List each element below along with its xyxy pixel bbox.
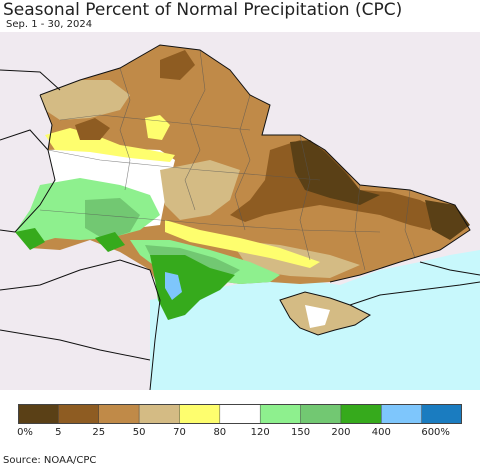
legend-colorbar xyxy=(18,404,462,424)
region-darkgreen-southwest xyxy=(15,228,45,250)
legend-frame xyxy=(18,404,462,424)
legend-swatch xyxy=(179,404,221,424)
region-dark-west xyxy=(75,118,110,140)
legend-swatch xyxy=(58,404,100,424)
legend-label: 600% xyxy=(421,427,450,438)
legend-label: 400 xyxy=(371,427,391,438)
region-darkest-northeast xyxy=(290,140,380,205)
region-darkest-east xyxy=(425,200,470,240)
region-dark-north xyxy=(160,50,195,80)
legend-swatch xyxy=(18,404,60,424)
legend-label: 150 xyxy=(290,427,311,438)
region-tan-northwest xyxy=(40,80,130,120)
legend-label: 80 xyxy=(213,427,227,438)
source-note: Source: NOAA/CPC xyxy=(3,455,97,466)
legend-swatch xyxy=(98,404,140,424)
region-midgreen-west xyxy=(85,198,140,240)
region-tan-center xyxy=(160,160,240,220)
legend-label: 50 xyxy=(132,427,146,438)
region-darkgreen-west xyxy=(95,232,125,252)
legend-swatch xyxy=(381,404,423,424)
region-base xyxy=(15,45,470,300)
map-subtitle: Sep. 1 - 30, 2024 xyxy=(6,19,93,30)
region-blue-spot xyxy=(165,272,182,300)
legend-label: 25 xyxy=(92,427,106,438)
legend-label: 200 xyxy=(331,427,351,438)
legend-label: 120 xyxy=(250,427,270,438)
region-yellow-north xyxy=(45,128,175,162)
legend-label: 70 xyxy=(173,427,186,438)
region-yellow-coast xyxy=(165,220,320,268)
map-title: Seasonal Percent of Normal Precipitation… xyxy=(3,0,403,20)
legend-swatch xyxy=(340,404,383,424)
legend-swatch xyxy=(421,404,462,424)
national-borders xyxy=(0,44,480,390)
region-darkgreen-odesa xyxy=(150,255,235,320)
legend-label: 5 xyxy=(55,427,62,438)
legend-label: 0% xyxy=(17,427,33,438)
legend-swatch xyxy=(219,404,261,424)
legend-swatch xyxy=(300,404,342,424)
legend-swatch xyxy=(259,404,302,424)
admin-borders xyxy=(39,49,416,271)
crimea-white xyxy=(305,305,330,328)
precipitation-map xyxy=(0,32,480,390)
legend-swatch xyxy=(138,404,181,424)
